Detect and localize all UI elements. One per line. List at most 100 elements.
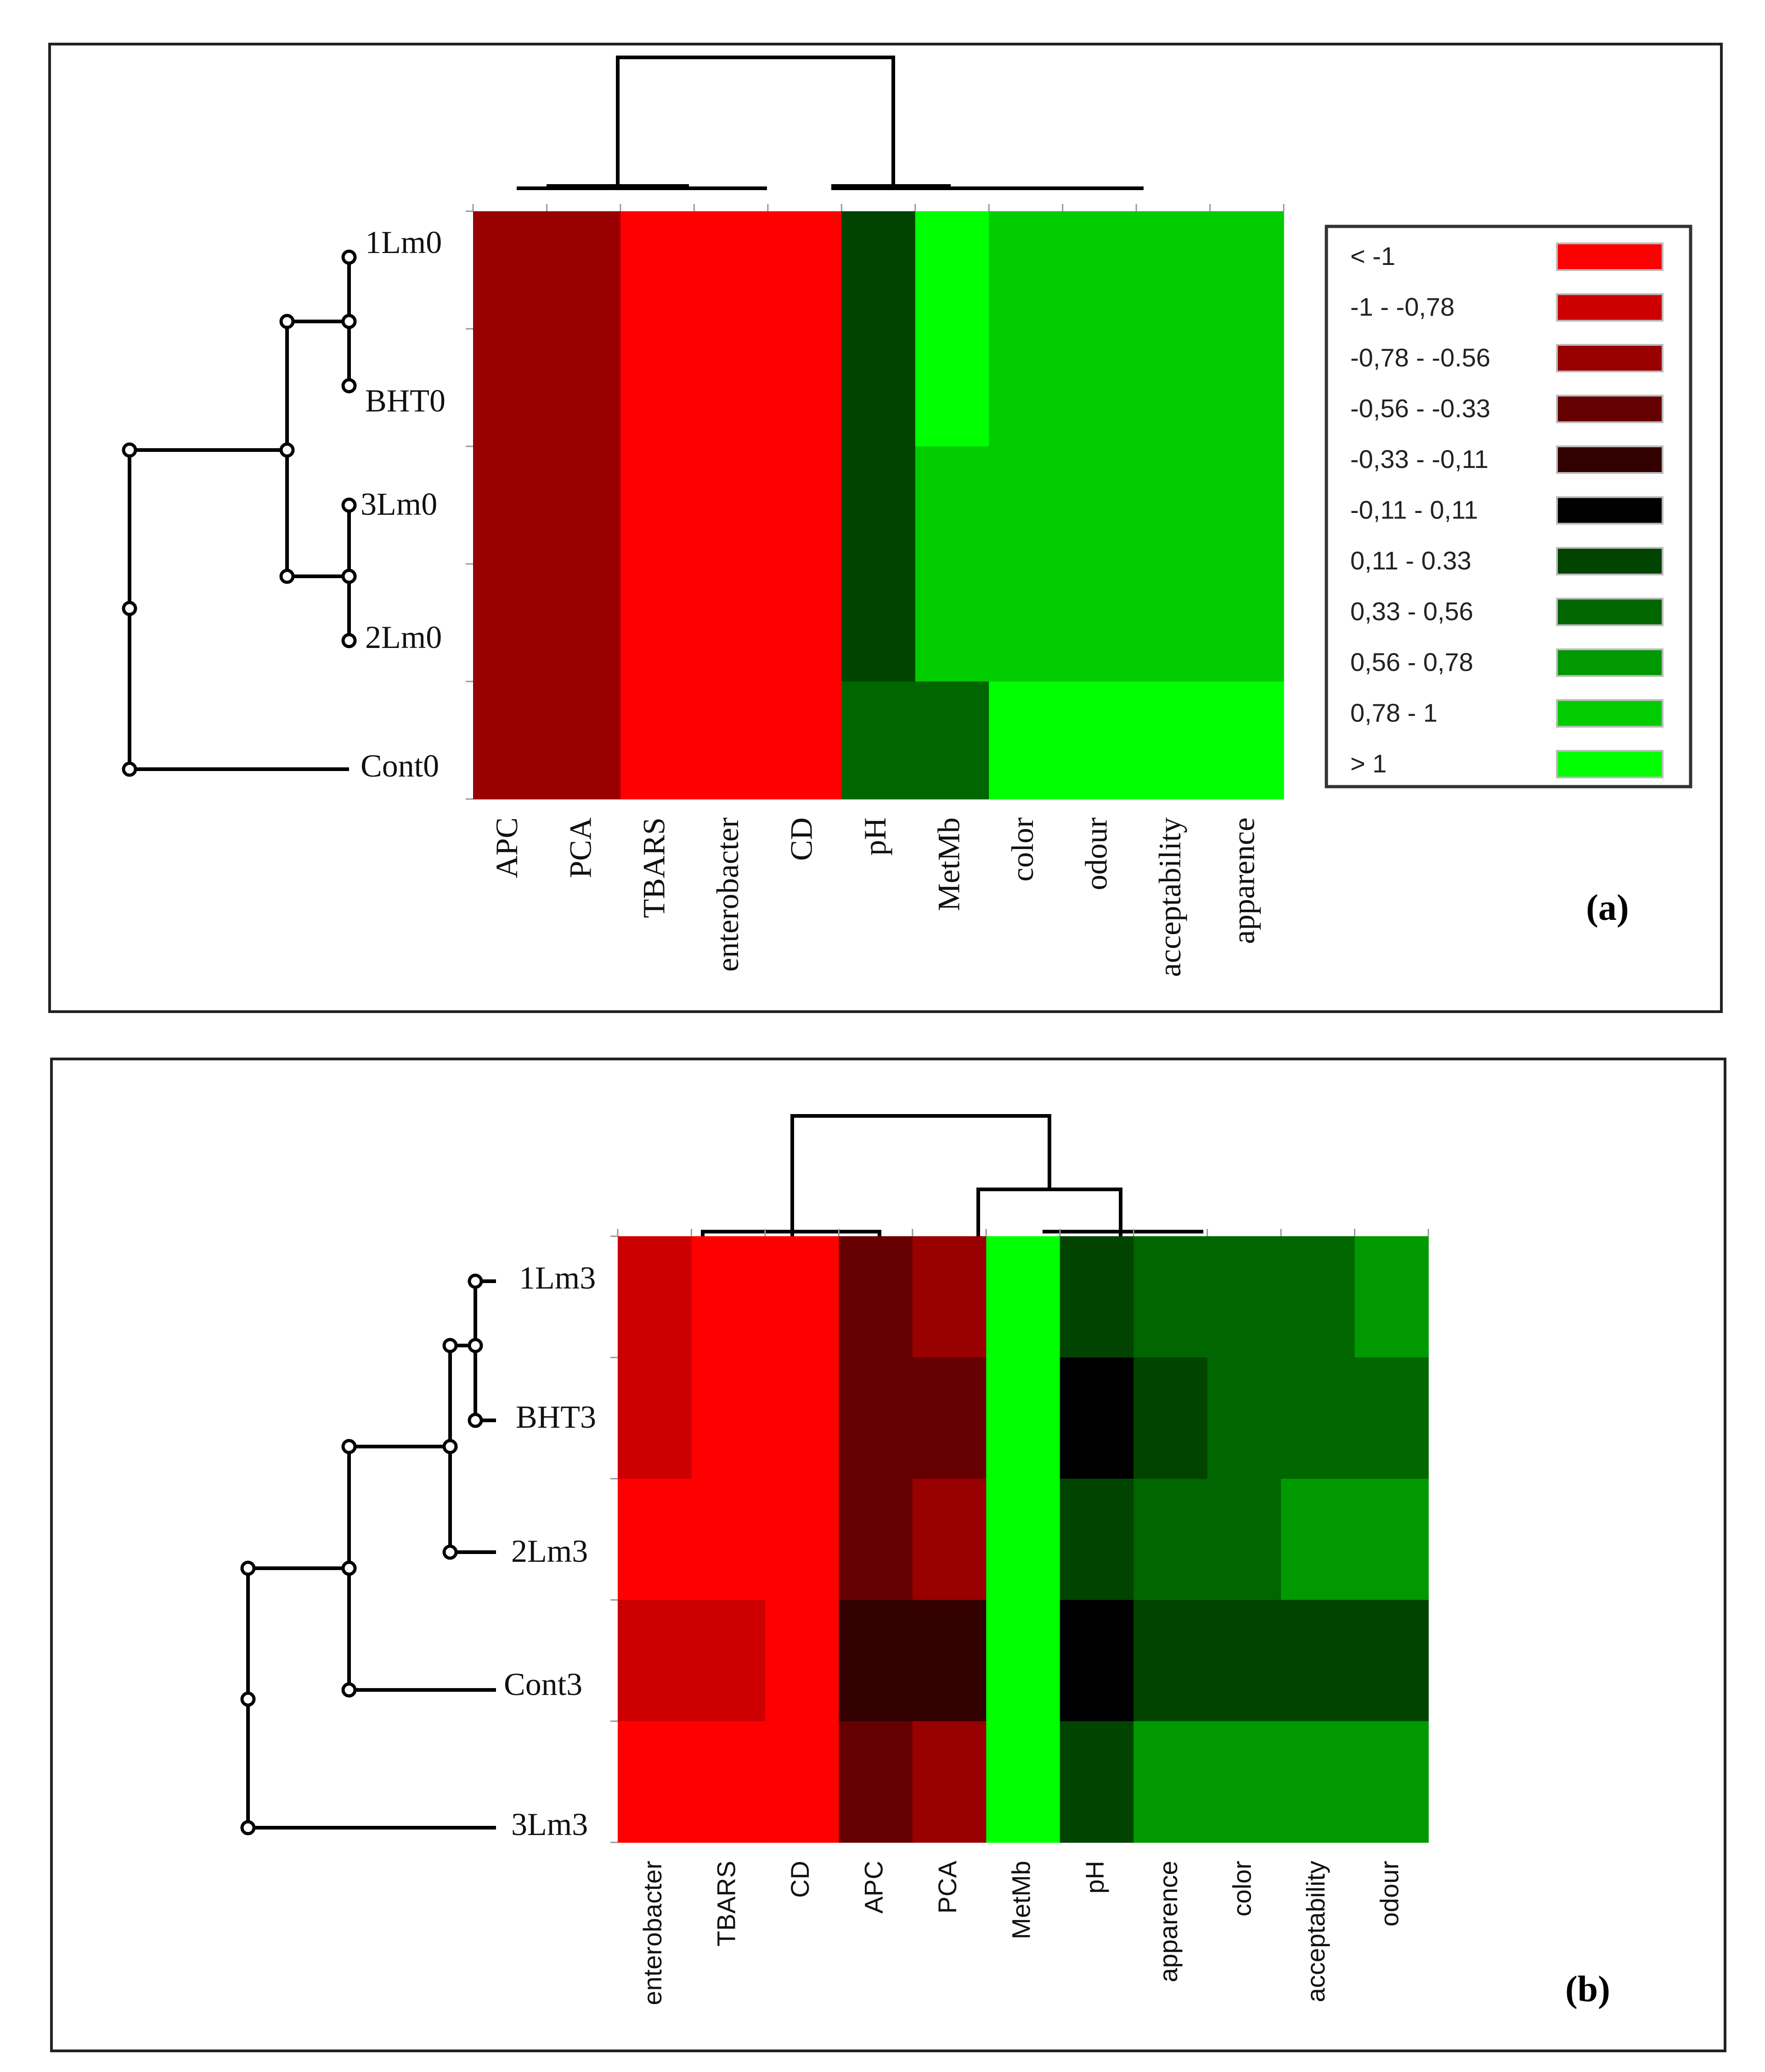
legend-swatch-8 — [1556, 648, 1663, 677]
a-cell-1lm0-odour — [1062, 211, 1137, 329]
panel-a-row-labels: 1Lm0 BHT0 3Lm0 2Lm0 Cont0 — [361, 225, 445, 784]
b-row-label-1lm3: 1Lm3 — [519, 1261, 596, 1296]
a-dendro-node-7 — [341, 314, 357, 329]
a-cell-1lm0-color — [989, 211, 1063, 329]
legend-swatch-4 — [1556, 445, 1663, 474]
a-cell-bht0-odour — [1062, 329, 1137, 447]
a-dendro-node-3 — [279, 442, 295, 458]
a-cell-cont0-apc — [473, 681, 547, 800]
b-dendro-node-1 — [240, 1691, 256, 1707]
a-cell-2lm0-acceptability — [1136, 564, 1211, 682]
legend-swatch-10 — [1556, 750, 1663, 778]
b-cell-2lm3-odour — [1354, 1479, 1429, 1600]
a-cell-cont0-acceptability — [1136, 681, 1211, 800]
b-dendro-branch-0 — [246, 1566, 349, 1828]
b-dendro-node-6 — [442, 1338, 458, 1353]
b-col-label-cd: CD — [785, 1861, 814, 1898]
panel-b-row-labels: 1Lm3 BHT3 2Lm3 Cont3 3Lm3 — [504, 1261, 596, 1842]
b-cell-2lm3-pca — [912, 1479, 987, 1600]
b-cell-bht3-acceptability — [1281, 1357, 1355, 1479]
b-cell-1lm3-metmb — [986, 1236, 1060, 1358]
b-cell-bht3-tbars — [691, 1357, 766, 1479]
panel-a-ticks — [466, 204, 1285, 800]
panel-b-ticks — [610, 1229, 1429, 1843]
legend-label-1: -1 - -0,78 — [1350, 292, 1455, 321]
b-col-label-apc: APC — [859, 1861, 888, 1914]
a-cell-3lm0-pca — [547, 446, 621, 564]
a-col-label-tbars: TBARS — [637, 817, 671, 918]
a-cell-3lm0-color — [989, 446, 1063, 564]
a-cell-1lm0-pca — [547, 211, 621, 329]
heatmap-panel-a: 1Lm0 BHT0 3Lm0 2Lm0 Cont0 APC PCA TBARS enterob… — [48, 43, 1723, 1013]
a-cell-3lm0-tbars — [620, 446, 695, 564]
a-col-label-color: color — [1005, 817, 1040, 882]
b-dendro-node-4 — [341, 1560, 357, 1576]
b-cell-cont3-pca — [912, 1600, 987, 1722]
b-cell-1lm3-odour — [1354, 1236, 1429, 1358]
b-cell-3lm3-pca — [912, 1721, 987, 1843]
legend-label-7: 0,33 - 0,56 — [1350, 597, 1473, 625]
a-row-label-1lm0: 1Lm0 — [365, 225, 442, 260]
legend-label-5: -0,11 - 0,11 — [1350, 495, 1478, 524]
b-cell-2lm3-apparence — [1133, 1479, 1208, 1600]
a-col-label-cd: CD — [784, 817, 819, 861]
b-dendro-branch-10 — [701, 1230, 881, 1236]
legend-label-6: 0,11 - 0.33 — [1350, 546, 1472, 575]
b-cell-cont3-tbars — [691, 1600, 766, 1722]
b-dendro-node-5 — [341, 1682, 357, 1698]
a-dendro-node-8 — [341, 378, 357, 394]
b-dendro-node-10 — [468, 1338, 483, 1353]
a-dendro-node-6 — [341, 249, 357, 265]
b-cell-bht3-metmb — [986, 1357, 1060, 1479]
a-cell-cont0-ph — [841, 681, 916, 800]
panel-b-label: (b) — [1565, 1969, 1610, 2010]
b-cell-bht3-cd — [765, 1357, 840, 1479]
a-cell-1lm0-metmb — [915, 211, 989, 329]
b-cell-1lm3-cd — [765, 1236, 840, 1358]
a-cell-2lm0-ph — [841, 564, 916, 682]
b-dendro-branch-2 — [347, 1445, 450, 1568]
legend-label-2: -0,78 - -0.56 — [1350, 343, 1490, 372]
a-dendro-node-4 — [279, 314, 295, 329]
b-cell-2lm3-enterobacter — [618, 1479, 692, 1600]
b-cell-2lm3-metmb — [986, 1479, 1060, 1600]
panel-b-column-labels: enterobacter TBARS CD APC PCA MetMb pH apparenc… — [638, 1860, 1404, 2005]
b-cell-cont3-metmb — [986, 1600, 1060, 1722]
b-cell-1lm3-acceptability — [1281, 1236, 1355, 1358]
a-cell-2lm0-enterobacter — [694, 564, 768, 682]
legend-label-0: < -1 — [1350, 242, 1395, 270]
b-cell-2lm3-ph — [1060, 1479, 1134, 1600]
b-cell-2lm3-acceptability — [1281, 1479, 1355, 1600]
b-cell-3lm3-odour — [1354, 1721, 1429, 1843]
b-cell-2lm3-tbars — [691, 1479, 766, 1600]
legend-label-10: > 1 — [1350, 749, 1387, 778]
b-cell-cont3-apparence — [1133, 1600, 1208, 1722]
legend-swatch-0 — [1556, 242, 1663, 271]
a-dendro-node-5 — [279, 569, 295, 584]
b-dendro-node-9 — [468, 1273, 483, 1289]
b-cell-3lm3-apc — [839, 1721, 913, 1843]
b-cell-cont3-color — [1207, 1600, 1281, 1722]
panel-b-frame — [50, 1058, 1726, 2052]
a-row-label-3lm0: 3Lm0 — [361, 487, 437, 522]
b-cell-1lm3-apc — [839, 1236, 913, 1358]
legend-swatch-6 — [1556, 547, 1663, 575]
a-cell-3lm0-apparence — [1210, 446, 1284, 564]
b-cell-3lm3-ph — [1060, 1721, 1134, 1843]
a-cell-2lm0-apparence — [1210, 564, 1284, 682]
b-cell-1lm3-enterobacter — [618, 1236, 692, 1358]
a-cell-bht0-color — [989, 329, 1063, 447]
b-cell-cont3-enterobacter — [618, 1600, 692, 1722]
b-dendro-branch-9 — [976, 1188, 1122, 1236]
panel-b-cells — [618, 1236, 1429, 1843]
a-dendro-node-0 — [122, 442, 137, 458]
a-dendro-branch-8 — [616, 56, 895, 186]
panel-a-frame — [48, 43, 1723, 1013]
a-cell-bht0-metmb — [915, 329, 989, 447]
b-row-label-3lm3: 3Lm3 — [511, 1807, 588, 1842]
b-cell-bht3-color — [1207, 1357, 1281, 1479]
a-cell-2lm0-cd — [767, 564, 842, 682]
a-cell-1lm0-ph — [841, 211, 916, 329]
b-dendro-node-0 — [240, 1560, 256, 1576]
